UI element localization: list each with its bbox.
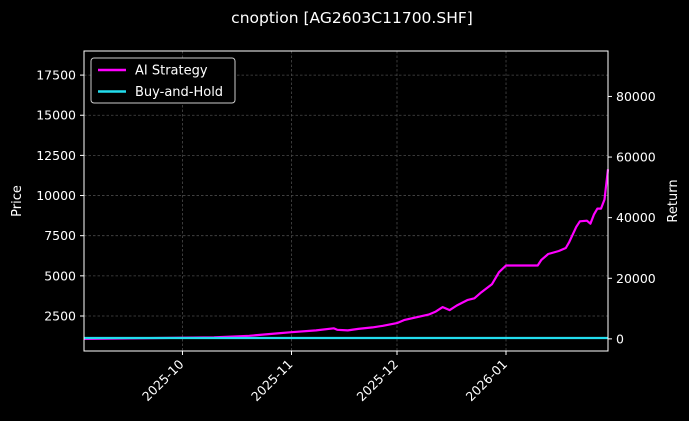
y-tick-label-left: 5000 (44, 268, 76, 283)
y-tick-label-left: 15000 (36, 108, 76, 123)
x-tick-label: 2026-01 (463, 357, 511, 405)
y-tick-label-right: 60000 (616, 150, 656, 165)
y-axis-label-right: Return (666, 179, 681, 222)
plot-area-frame (83, 50, 609, 352)
y-tick-label-left: 17500 (36, 68, 76, 83)
x-tick-label: 2025-12 (354, 357, 402, 405)
y-tick-label-left: 10000 (36, 188, 76, 203)
series-layer (83, 169, 610, 340)
x-tick-label: 2025-11 (248, 357, 296, 405)
y-tick-label-right: 0 (616, 331, 624, 346)
chart-title: cnoption [AG2603C11700.SHF] (231, 9, 473, 27)
y-tick-label-left: 7500 (44, 228, 76, 243)
legend-label: Buy-and-Hold (135, 85, 223, 100)
y-tick-label-left: 2500 (44, 308, 76, 323)
y-tick-label-right: 20000 (616, 271, 656, 286)
series-line-ai-strategy (83, 169, 610, 340)
legend-label: AI Strategy (135, 64, 208, 79)
y-tick-label-left: 12500 (36, 148, 76, 163)
legend: AI Strategy Buy-and-Hold (90, 57, 236, 104)
x-tick-label: 2025-10 (139, 356, 187, 404)
y-tick-label-right: 80000 (616, 89, 656, 104)
legend-box (90, 57, 236, 104)
y-tick-label-right: 40000 (616, 210, 656, 225)
y-axis-label-left: Price (10, 185, 25, 217)
